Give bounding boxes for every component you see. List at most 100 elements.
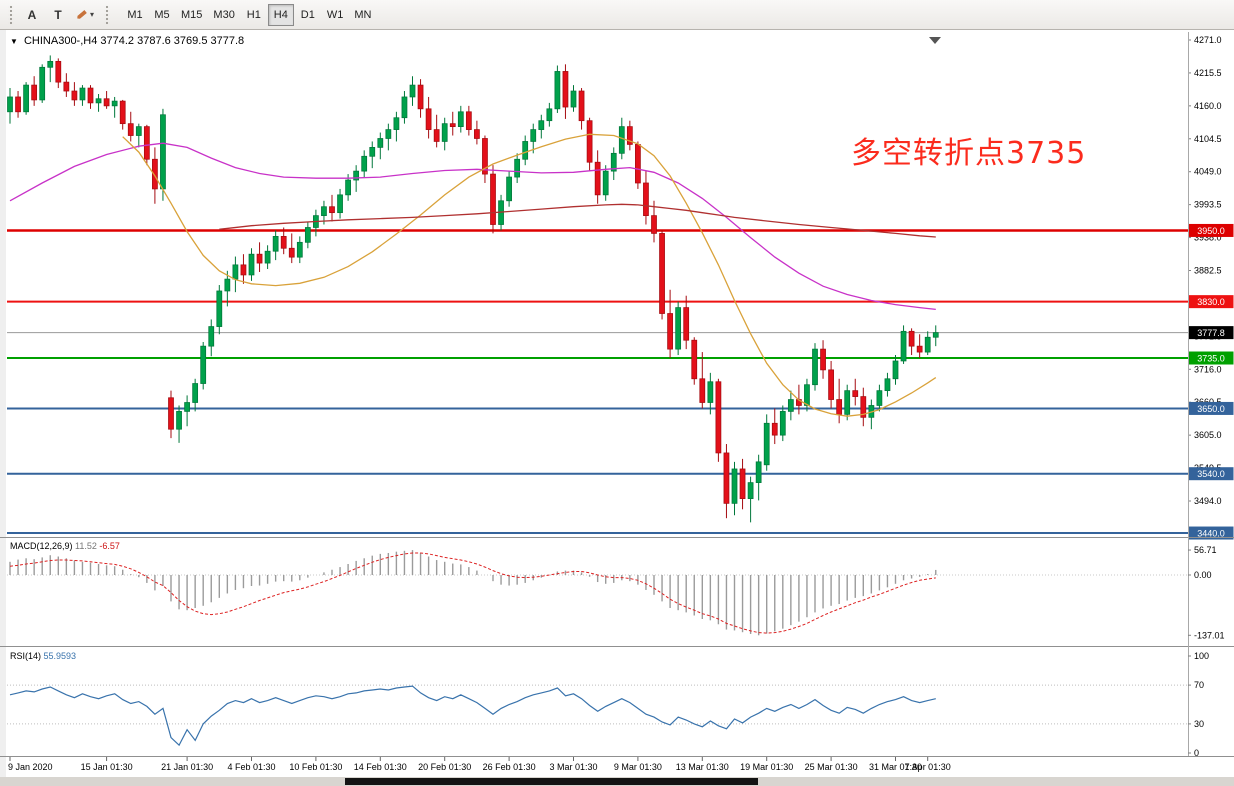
toolbar-grip-icon[interactable]: [104, 4, 111, 25]
candle-down: [490, 173, 496, 225]
rsi-value: 55.9593: [43, 651, 77, 661]
time-axis-label: 10 Feb 01:30: [289, 762, 342, 772]
macd-axis-label: 56.71: [1194, 545, 1217, 555]
timeframe-button-h1[interactable]: H1: [241, 4, 267, 26]
candle-down: [691, 339, 698, 380]
candle-down: [417, 84, 424, 110]
price-axis-label: 4104.5: [1194, 134, 1222, 144]
text-tool-button[interactable]: A: [20, 4, 44, 26]
candle-up: [345, 179, 351, 196]
price-label-text: 3440.0: [1197, 529, 1225, 539]
time-axis-label: 4 Feb 01:30: [227, 762, 275, 772]
candle-up: [369, 147, 376, 157]
candle-down: [852, 390, 859, 397]
chart-shift-triangle-icon: [929, 37, 941, 44]
candle-up: [296, 241, 303, 258]
rsi-indicator-label: RSI(14) 55.9593: [10, 651, 76, 661]
candle-down: [836, 399, 843, 415]
candle-up: [441, 123, 448, 142]
timeframe-button-m30[interactable]: M30: [208, 4, 239, 26]
candle-up: [23, 84, 29, 113]
ma-line-darkred: [219, 203, 936, 238]
timeframe-button-w1[interactable]: W1: [322, 4, 349, 26]
annotation-text[interactable]: 多空转折点3735: [851, 136, 1087, 171]
candle-up: [361, 155, 368, 172]
candle-up: [779, 411, 786, 436]
candle-up: [812, 348, 818, 386]
candle-down: [288, 247, 295, 258]
candle-down: [820, 348, 826, 371]
candle-down: [55, 60, 62, 83]
current-price-label: [1188, 326, 1234, 340]
candle-down: [329, 206, 335, 214]
time-axis-label: 19 Mar 01:30: [740, 762, 793, 772]
current-price-text: 3777.8: [1197, 328, 1225, 338]
candle-down: [828, 369, 834, 400]
candle-up: [200, 345, 207, 384]
time-axis-label: 20 Feb 01:30: [418, 762, 471, 772]
candle-up: [570, 90, 577, 108]
candle-up: [618, 126, 625, 154]
candle-down: [280, 236, 287, 249]
candle-down: [699, 378, 706, 403]
price-axis-label: 4160.0: [1194, 101, 1222, 111]
candle-down: [433, 129, 440, 142]
candle-up: [844, 390, 851, 415]
time-axis-label: 26 Feb 01:30: [483, 762, 536, 772]
candle-up: [924, 336, 931, 353]
candle-down: [152, 158, 158, 190]
timeframe-button-h4[interactable]: H4: [267, 3, 294, 26]
time-axis-label: 13 Mar 01:30: [676, 762, 729, 772]
candle-down: [482, 138, 488, 175]
macd-axis-label: -137.01: [1194, 630, 1225, 640]
time-axis-label: 9 Jan 2020: [8, 762, 53, 772]
candle-down: [683, 307, 690, 341]
candle-up: [409, 84, 416, 98]
candle-down: [715, 381, 722, 454]
timeframe-bar: M1 M5 M15 M30 H1 H4 D1 W1 MN: [122, 3, 376, 26]
candle-up: [353, 170, 360, 181]
candle-up: [892, 360, 899, 380]
candle-up: [731, 468, 738, 504]
candle-up: [401, 96, 408, 119]
candle-up: [393, 117, 400, 130]
draw-tool-button[interactable]: ▾: [72, 4, 98, 26]
timeframe-button-m1[interactable]: M1: [122, 4, 148, 26]
timeframe-button-m5[interactable]: M5: [149, 4, 175, 26]
collapse-triangle-icon[interactable]: ▼: [10, 37, 18, 46]
candle-up: [755, 461, 762, 483]
candle-down: [643, 182, 649, 216]
price-label-3650.0: [1188, 401, 1234, 415]
candle-up: [538, 120, 545, 130]
candle-down: [586, 120, 593, 163]
candle-up: [95, 98, 102, 104]
candle-down: [739, 468, 746, 499]
timeframe-button-mn[interactable]: MN: [349, 4, 376, 26]
candle-up: [385, 129, 392, 139]
time-axis-label: 7 Apr 01:30: [905, 762, 951, 772]
time-axis-label: 25 Mar 01:30: [805, 762, 858, 772]
label-tool-button[interactable]: T: [46, 4, 70, 26]
candle-up: [506, 176, 512, 202]
candle-down: [465, 111, 472, 130]
candle-down: [87, 87, 94, 104]
toolbar: A T ▾ M1 M5 M15 M30 H1 H4 D1 W1 MN: [0, 0, 1234, 30]
rsi-line: [9, 685, 936, 747]
candle-down: [562, 71, 569, 108]
candle-down: [635, 144, 641, 184]
candle-down: [860, 396, 867, 418]
candle-down: [63, 81, 70, 92]
candle-up: [876, 390, 883, 406]
candle-up: [707, 381, 714, 403]
timeframe-button-m15[interactable]: M15: [176, 4, 207, 26]
candle-up: [272, 236, 279, 252]
candle-up: [47, 60, 54, 68]
timeframe-button-d1[interactable]: D1: [295, 4, 321, 26]
toolbar-grip-icon[interactable]: [8, 4, 14, 25]
price-label-3440.0: [1188, 526, 1234, 540]
candle-up: [160, 114, 166, 190]
price-label-text: 3540.0: [1197, 469, 1225, 479]
candle-up: [232, 264, 239, 280]
price-axis-label: 3882.5: [1194, 265, 1222, 275]
